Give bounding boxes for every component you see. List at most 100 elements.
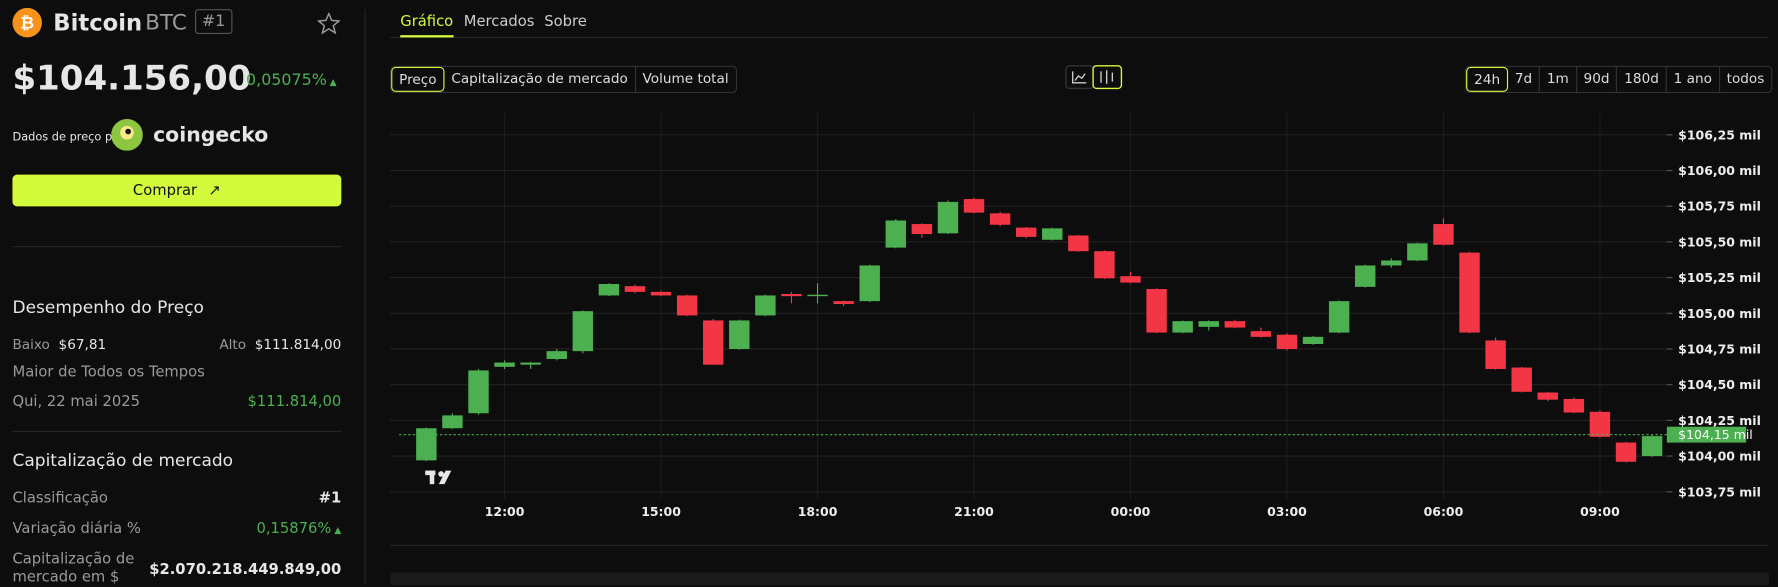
candle bbox=[1407, 242, 1428, 262]
candle bbox=[1328, 300, 1350, 334]
metric-button[interactable]: Preço bbox=[391, 66, 445, 92]
range-button[interactable]: 7d bbox=[1508, 66, 1541, 92]
candle bbox=[1459, 251, 1480, 334]
x-tick-label: 18:00 bbox=[798, 504, 838, 519]
candle-body bbox=[1355, 265, 1376, 287]
candle-body bbox=[1172, 321, 1193, 333]
candle-body bbox=[650, 291, 672, 296]
candle bbox=[729, 319, 750, 350]
candle bbox=[624, 284, 646, 294]
candle-body bbox=[1433, 224, 1454, 245]
candle-body bbox=[1511, 367, 1532, 392]
x-tick-label: 06:00 bbox=[1424, 504, 1464, 519]
y-tick-label: $105,00 mil bbox=[1678, 306, 1761, 321]
metric-button[interactable]: Volume total bbox=[642, 70, 729, 87]
candle bbox=[1355, 264, 1376, 288]
value: $67,81 bbox=[58, 336, 107, 353]
candle bbox=[442, 413, 463, 429]
source-brand: coingecko bbox=[153, 123, 269, 148]
stat-row: Capitalização de mercado em $ $2.070.218.… bbox=[12, 551, 341, 587]
candle-body bbox=[1276, 334, 1298, 349]
range-button[interactable]: 24h bbox=[1466, 66, 1509, 92]
range-button[interactable]: todos bbox=[1726, 70, 1765, 87]
x-tick-label: 12:00 bbox=[485, 504, 525, 519]
stat-row: Classificação #1 bbox=[12, 490, 341, 507]
candle bbox=[963, 197, 985, 214]
ath-value: $111.814,00 bbox=[247, 393, 342, 411]
candle bbox=[650, 290, 672, 297]
candle bbox=[1224, 319, 1246, 329]
candle-body bbox=[1485, 340, 1506, 369]
chart-type-icons bbox=[1065, 65, 1123, 90]
candle-body bbox=[598, 284, 620, 296]
candle bbox=[989, 211, 1011, 227]
candle-body bbox=[729, 320, 750, 349]
section-title: Desempenho do Preço bbox=[12, 297, 204, 318]
candle-body bbox=[1589, 411, 1611, 437]
candle-body bbox=[1302, 336, 1324, 344]
price-change: 0,05075% bbox=[246, 71, 337, 89]
range-button[interactable]: 90d bbox=[1577, 66, 1618, 92]
candle-body bbox=[703, 320, 724, 365]
candle-body bbox=[755, 295, 776, 316]
candle-body bbox=[468, 370, 489, 414]
candle bbox=[1641, 434, 1663, 457]
candle bbox=[520, 361, 541, 369]
candle bbox=[885, 219, 906, 249]
y-tick-label: $105,75 mil bbox=[1678, 199, 1761, 214]
candle-body bbox=[937, 201, 959, 234]
x-tick-label: 15:00 bbox=[641, 504, 681, 519]
candle bbox=[1198, 320, 1219, 331]
favorite-star[interactable] bbox=[317, 12, 341, 35]
range-button[interactable]: 1 ano bbox=[1667, 66, 1720, 92]
candle-body bbox=[520, 362, 541, 365]
x-tick-label: 00:00 bbox=[1111, 504, 1151, 519]
separator bbox=[12, 430, 342, 433]
tab[interactable]: Sobre bbox=[544, 13, 587, 31]
candle-body bbox=[1615, 442, 1637, 462]
panel-bottom bbox=[390, 572, 1769, 586]
candle-body bbox=[1015, 227, 1037, 237]
separator bbox=[12, 246, 342, 248]
label: Baixo bbox=[12, 336, 50, 353]
candle bbox=[1563, 397, 1585, 414]
tab[interactable]: Mercados bbox=[463, 13, 535, 31]
candle bbox=[598, 283, 620, 297]
candle bbox=[546, 348, 567, 361]
label: Capitalização de mercado em $ bbox=[12, 551, 135, 587]
value: $2.070.218.449.849,00 bbox=[149, 560, 342, 578]
candle-body bbox=[1328, 301, 1350, 333]
value: 0,15876% bbox=[256, 520, 341, 537]
candle-body bbox=[1224, 321, 1246, 328]
y-tick-label: $103,75 mil bbox=[1678, 484, 1761, 499]
candle-body bbox=[963, 199, 985, 213]
ath-date: Qui, 22 mai 2025 bbox=[12, 393, 141, 411]
range-button[interactable]: 180d bbox=[1617, 66, 1667, 92]
candle bbox=[807, 283, 828, 304]
candle-body bbox=[885, 220, 906, 248]
coin-name: Bitcoin bbox=[53, 9, 143, 37]
candle-body bbox=[546, 351, 567, 359]
label: Classificação bbox=[12, 489, 108, 507]
y-tick-label: $104,75 mil bbox=[1678, 342, 1761, 357]
tab[interactable]: Gráfico bbox=[400, 14, 454, 38]
candle bbox=[859, 264, 880, 302]
coin-symbol: BTC bbox=[145, 10, 187, 36]
candle bbox=[494, 360, 515, 369]
candle bbox=[781, 291, 802, 304]
buy-button[interactable]: Comprar ↗ bbox=[12, 174, 342, 207]
value: #1 bbox=[318, 489, 342, 507]
range-button[interactable]: 1m bbox=[1540, 66, 1577, 92]
candle bbox=[833, 300, 854, 307]
candle-body bbox=[1250, 331, 1272, 337]
candle bbox=[416, 427, 437, 462]
metric-button[interactable]: Capitalização de mercado bbox=[445, 66, 636, 92]
range-selector: 24h 7d 1m 90d 180d 1 ano todos bbox=[1465, 65, 1773, 93]
candle bbox=[1511, 366, 1532, 393]
candle-body bbox=[911, 224, 933, 235]
source-label: Dados de preço por bbox=[12, 131, 124, 145]
stat-row: Variação diária % 0,15876% bbox=[12, 520, 341, 537]
arrow-icon: ↗ bbox=[208, 181, 221, 199]
